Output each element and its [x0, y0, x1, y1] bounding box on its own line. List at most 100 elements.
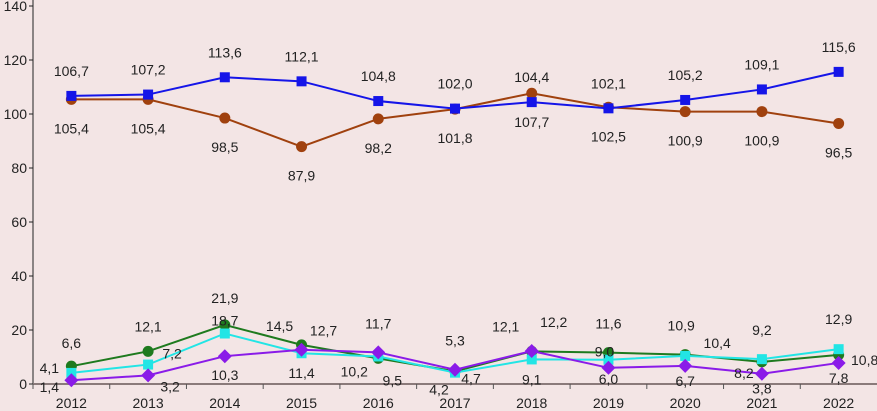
green-data-label: 10,9	[668, 318, 695, 334]
cyan-data-label: 4,1	[40, 360, 60, 376]
purple-point	[754, 366, 769, 381]
cyan-data-label: 9,1	[522, 371, 542, 387]
cyan-point	[833, 344, 844, 355]
brown-data-label: 96,5	[825, 144, 852, 160]
x-tick-label: 2021	[746, 395, 777, 411]
cyan-point	[219, 328, 230, 339]
green-point	[219, 319, 231, 331]
brown-point	[526, 87, 538, 99]
green-data-label: 10,8	[851, 352, 877, 368]
purple-data-label: 5,3	[445, 333, 465, 349]
green-data-label: 14,5	[266, 318, 293, 334]
y-tick-label: 120	[4, 52, 28, 68]
purple-point	[371, 345, 386, 360]
purple-data-label: 1,4	[40, 379, 60, 395]
blue-point	[603, 103, 614, 114]
brown-data-label: 98,2	[365, 140, 392, 156]
green-data-label: 8,2	[734, 365, 754, 381]
purple-data-label: 11,7	[365, 315, 391, 331]
brown-point	[372, 113, 384, 125]
cyan-point	[66, 367, 77, 378]
blue-data-label: 102,0	[437, 76, 472, 92]
green-point	[142, 345, 154, 357]
cyan-data-label: 9,0	[595, 344, 615, 360]
blue-data-label: 102,1	[591, 75, 626, 91]
x-tick-label: 2012	[56, 395, 87, 411]
blue-data-label: 107,2	[131, 62, 166, 78]
x-tick-label: 2020	[670, 395, 701, 411]
y-tick-label: 60	[11, 214, 27, 230]
cyan-data-label: 7,2	[162, 346, 182, 362]
cyan-data-label: 10,4	[704, 335, 731, 351]
purple-data-label: 6,7	[675, 373, 695, 389]
purple-point	[448, 362, 462, 377]
purple-point	[294, 342, 309, 357]
green-data-label: 9,5	[383, 372, 403, 388]
blue-data-label: 113,6	[208, 44, 242, 60]
brown-point	[756, 106, 768, 118]
cyan-data-label: 10,2	[341, 363, 368, 379]
brown-data-label: 98,5	[211, 139, 238, 155]
blue-data-label: 115,6	[822, 39, 856, 55]
blue-point	[833, 66, 844, 77]
purple-data-label: 12,7	[310, 323, 337, 339]
blue-point	[219, 72, 230, 83]
purple-point	[831, 355, 846, 370]
cyan-point	[603, 354, 614, 365]
blue-point	[680, 94, 691, 105]
y-tick-label: 0	[19, 376, 27, 392]
brown-data-label: 100,9	[744, 133, 779, 149]
blue-data-label: 106,7	[54, 63, 89, 79]
blue-data-label: 109,1	[744, 56, 779, 72]
green-data-label: 12,1	[492, 318, 519, 334]
x-tick-label: 2017	[439, 395, 470, 411]
brown-data-label: 100,9	[668, 133, 703, 149]
y-tick-label: 20	[11, 322, 27, 338]
blue-point	[66, 90, 77, 101]
purple-point	[524, 344, 539, 359]
blue-data-label: 112,1	[285, 48, 319, 64]
blue-point	[373, 96, 384, 107]
x-tick-label: 2018	[516, 395, 547, 411]
brown-data-label: 102,5	[591, 128, 626, 144]
purple-point	[678, 358, 693, 373]
purple-data-label: 3,8	[752, 381, 772, 397]
brown-data-label: 105,4	[54, 120, 89, 136]
purple-data-label: 10,3	[211, 367, 238, 383]
blue-data-label: 104,8	[361, 68, 396, 84]
cyan-data-label: 11,4	[288, 365, 314, 381]
brown-point	[296, 141, 308, 153]
cyan-point	[526, 354, 537, 365]
brown-data-label: 105,4	[131, 120, 166, 136]
x-tick-label: 2016	[363, 395, 394, 411]
purple-point	[141, 368, 156, 383]
blue-point	[296, 76, 307, 87]
y-tick-label: 140	[4, 0, 28, 14]
green-data-label: 6,6	[62, 335, 82, 351]
x-tick-label: 2013	[133, 395, 164, 411]
cyan-point	[143, 359, 154, 370]
purple-data-label: 6,0	[599, 371, 619, 387]
purple-data-label: 3,2	[160, 378, 180, 394]
cyan-data-label: 12,9	[825, 311, 852, 327]
x-tick-label: 2014	[209, 395, 240, 411]
blue-point	[450, 103, 460, 114]
cyan-point	[756, 354, 767, 365]
y-tick-label: 40	[11, 268, 27, 284]
purple-point	[217, 349, 232, 364]
blue-data-label: 105,2	[668, 67, 703, 83]
y-tick-label: 100	[4, 106, 28, 122]
cyan-point	[680, 350, 691, 361]
green-data-label: 4,7	[461, 370, 481, 386]
cyan-data-label: 18,7	[211, 313, 238, 329]
y-tick-label: 80	[11, 160, 27, 176]
x-tick-label: 2019	[593, 395, 624, 411]
brown-point	[219, 112, 231, 124]
blue-point	[143, 89, 154, 100]
blue-point	[756, 84, 767, 95]
blue-point	[526, 97, 537, 108]
green-data-label: 11,6	[595, 316, 621, 332]
green-data-label: 12,1	[134, 318, 161, 334]
cyan-data-label: 4,2	[429, 382, 449, 398]
